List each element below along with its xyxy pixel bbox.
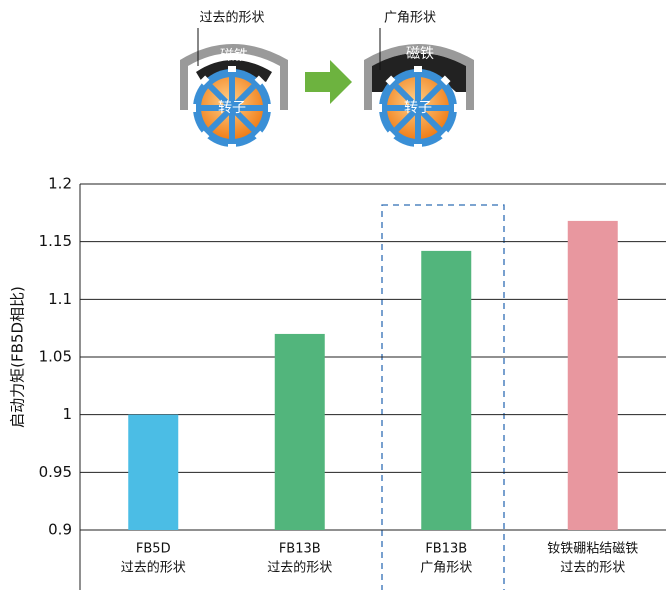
y-tick-label: 0.9	[48, 521, 72, 539]
bar	[274, 333, 325, 530]
magnet-label: 磁铁	[406, 46, 434, 62]
y-tick-label: 0.95	[39, 463, 72, 481]
x-tick-label: 钕铁硼粘结磁铁	[547, 541, 638, 557]
x-tick-label: FB13B	[425, 542, 467, 557]
y-tick-label: 1.2	[48, 175, 72, 193]
bar	[567, 220, 618, 530]
y-axis-label: 启动力矩(FB5D相比)	[9, 286, 27, 428]
x-tick-label: 广角形状	[420, 561, 472, 576]
rotor-label: 转子	[404, 100, 432, 116]
diagram-left: 过去的形状 磁铁 转子	[180, 10, 288, 150]
rotor-label: 转子	[218, 100, 246, 116]
x-tick-label: 过去的形状	[267, 560, 332, 576]
x-tick-label: FB13B	[279, 542, 321, 557]
x-tick-label: 过去的形状	[560, 560, 625, 576]
arrow	[305, 60, 352, 104]
highlight-box	[381, 204, 505, 590]
diagram-label: 广角形状	[384, 11, 436, 26]
y-tick-label: 1.05	[39, 348, 72, 366]
y-tick-label: 1	[62, 405, 72, 423]
y-tick-label: 1.1	[48, 290, 72, 308]
bar	[128, 414, 179, 530]
bar	[421, 250, 472, 531]
magnet-label: 磁铁	[220, 48, 248, 64]
diagram-label: 过去的形状	[199, 10, 264, 26]
diagram-right: 广角形状 磁铁 转子	[364, 11, 474, 150]
x-tick-label: FB5D	[136, 542, 171, 557]
y-tick-label: 1.15	[39, 232, 72, 250]
x-tick-label: 过去的形状	[121, 560, 186, 576]
